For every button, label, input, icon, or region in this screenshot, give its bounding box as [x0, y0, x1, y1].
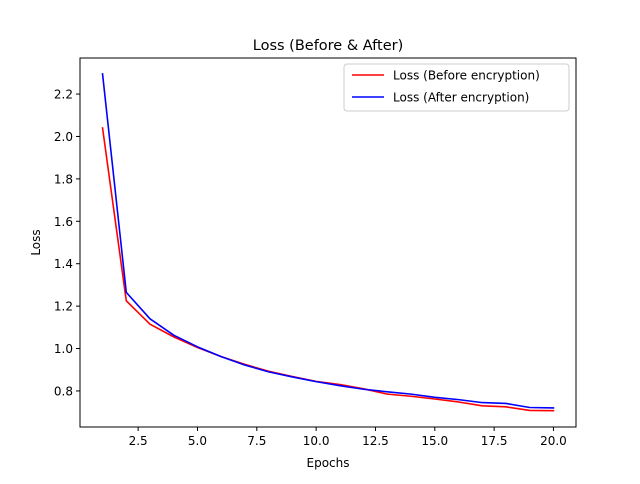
- y-tick-label: 1.6: [54, 215, 73, 229]
- x-tick-label: 20.0: [540, 434, 567, 448]
- x-tick-label: 7.5: [247, 434, 266, 448]
- series-line-after-encryption: [101, 73, 555, 409]
- y-axis-label: Loss: [29, 229, 43, 255]
- x-axis-label: Epochs: [307, 456, 350, 470]
- legend-label-after: Loss (After encryption): [393, 91, 529, 105]
- x-axis: 2.5 5.0 7.5 10.0 12.5 15.0 17.5 20.0: [129, 427, 567, 448]
- y-tick-label: 1.4: [54, 257, 73, 271]
- plot-area: [101, 73, 555, 412]
- y-tick-label: 1.0: [54, 342, 73, 356]
- x-tick-label: 10.0: [303, 434, 330, 448]
- y-tick-label: 0.8: [54, 384, 73, 398]
- y-tick-label: 1.8: [54, 172, 73, 186]
- series-line-before-encryption: [101, 127, 555, 412]
- x-tick-label: 12.5: [362, 434, 389, 448]
- chart-title: Loss (Before & After): [253, 38, 403, 54]
- y-axis: 0.8 1.0 1.2 1.4 1.6 1.8 2.0 2.2: [54, 88, 80, 398]
- plot-frame: [79, 57, 577, 428]
- legend: Loss (Before encryption) Loss (After enc…: [343, 63, 570, 112]
- y-tick-label: 2.2: [54, 88, 73, 102]
- legend-frame: [343, 63, 570, 112]
- y-tick-label: 1.2: [54, 300, 73, 314]
- legend-label-before: Loss (Before encryption): [393, 69, 540, 83]
- x-tick-label: 5.0: [188, 434, 207, 448]
- y-tick-label: 2.0: [54, 130, 73, 144]
- x-tick-label: 2.5: [129, 434, 148, 448]
- x-tick-label: 15.0: [421, 434, 448, 448]
- x-tick-label: 17.5: [481, 434, 508, 448]
